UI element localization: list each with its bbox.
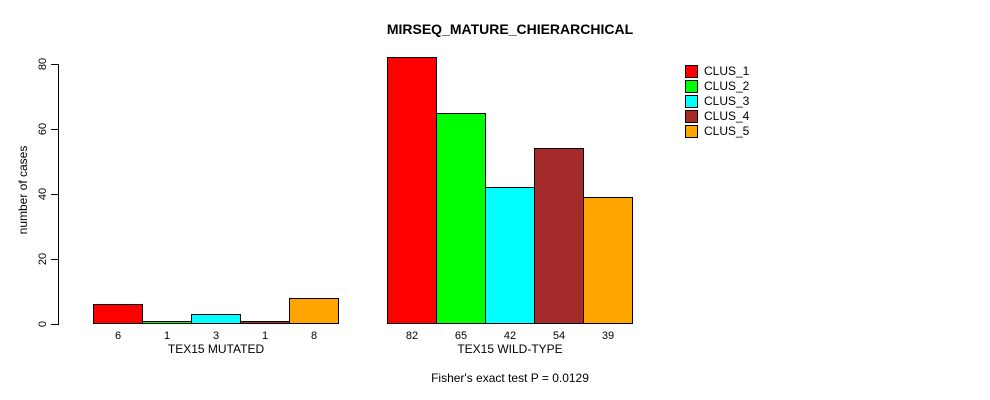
y-tick-label: 60: [37, 122, 49, 136]
bar-value-label: 65: [454, 330, 468, 342]
legend-swatch-icon: [685, 110, 698, 123]
bar-clus_5-mutated: [289, 298, 339, 324]
bar-value-label: 1: [261, 330, 269, 342]
bar-clus_2-mutated: [142, 321, 192, 324]
legend-item-clus_2: CLUS_2: [685, 79, 749, 94]
y-tick-label: 20: [37, 252, 49, 266]
x-group-label-tex15-wild-type: TEX15 WILD-TYPE: [457, 342, 563, 356]
bar-clus_4-mutated: [240, 321, 290, 324]
bar-clus_3-mutated: [191, 314, 241, 324]
legend: CLUS_1 CLUS_2 CLUS_3 CLUS_4 CLUS_5: [685, 64, 749, 139]
legend-swatch-icon: [685, 80, 698, 93]
legend-item-label: CLUS_1: [704, 64, 750, 78]
bar-value-label: 54: [552, 330, 566, 342]
bar-clus_1-wild-type: [387, 57, 437, 324]
legend-item-clus_5: CLUS_5: [685, 124, 749, 139]
legend-item-label: CLUS_4: [704, 109, 750, 123]
y-tick-mark: [51, 258, 58, 260]
legend-item-label: CLUS_2: [704, 79, 750, 93]
legend-item-clus_1: CLUS_1: [685, 64, 749, 79]
legend-swatch-icon: [685, 125, 698, 138]
bar-clus_3-wild-type: [485, 187, 535, 324]
y-axis-line: [58, 64, 59, 325]
bar-clus_5-wild-type: [583, 197, 633, 324]
bar-value-label: 39: [601, 330, 615, 342]
bar-value-label: 6: [114, 330, 122, 342]
y-tick-mark: [51, 323, 58, 325]
legend-item-label: CLUS_5: [704, 124, 750, 138]
bar-clus_1-mutated: [93, 304, 143, 324]
bar-value-label: 8: [310, 330, 318, 342]
bar-clus_2-wild-type: [436, 113, 486, 324]
bar-value-label: 42: [503, 330, 517, 342]
y-tick-label: 80: [37, 57, 49, 71]
legend-item-label: CLUS_3: [704, 94, 750, 108]
y-tick-label: 0: [37, 320, 49, 328]
legend-item-clus_4: CLUS_4: [685, 109, 749, 124]
legend-swatch-icon: [685, 95, 698, 108]
bar-clus_4-wild-type: [534, 148, 584, 324]
bar-value-label: 1: [163, 330, 171, 342]
y-tick-mark: [51, 193, 58, 195]
chart-title: MIRSEQ_MATURE_CHIERARCHICAL: [386, 21, 634, 37]
bar-value-label: 82: [405, 330, 419, 342]
fisher-test-annotation: Fisher's exact test P = 0.0129: [431, 371, 589, 385]
bar-value-label: 3: [212, 330, 220, 342]
y-axis-label: number of cases: [16, 145, 30, 235]
x-group-label-tex15-mutated: TEX15 MUTATED: [167, 342, 265, 356]
y-tick-mark: [51, 128, 58, 130]
y-tick-mark: [51, 63, 58, 65]
legend-item-clus_3: CLUS_3: [685, 94, 749, 109]
y-tick-label: 40: [37, 187, 49, 201]
legend-swatch-icon: [685, 65, 698, 78]
